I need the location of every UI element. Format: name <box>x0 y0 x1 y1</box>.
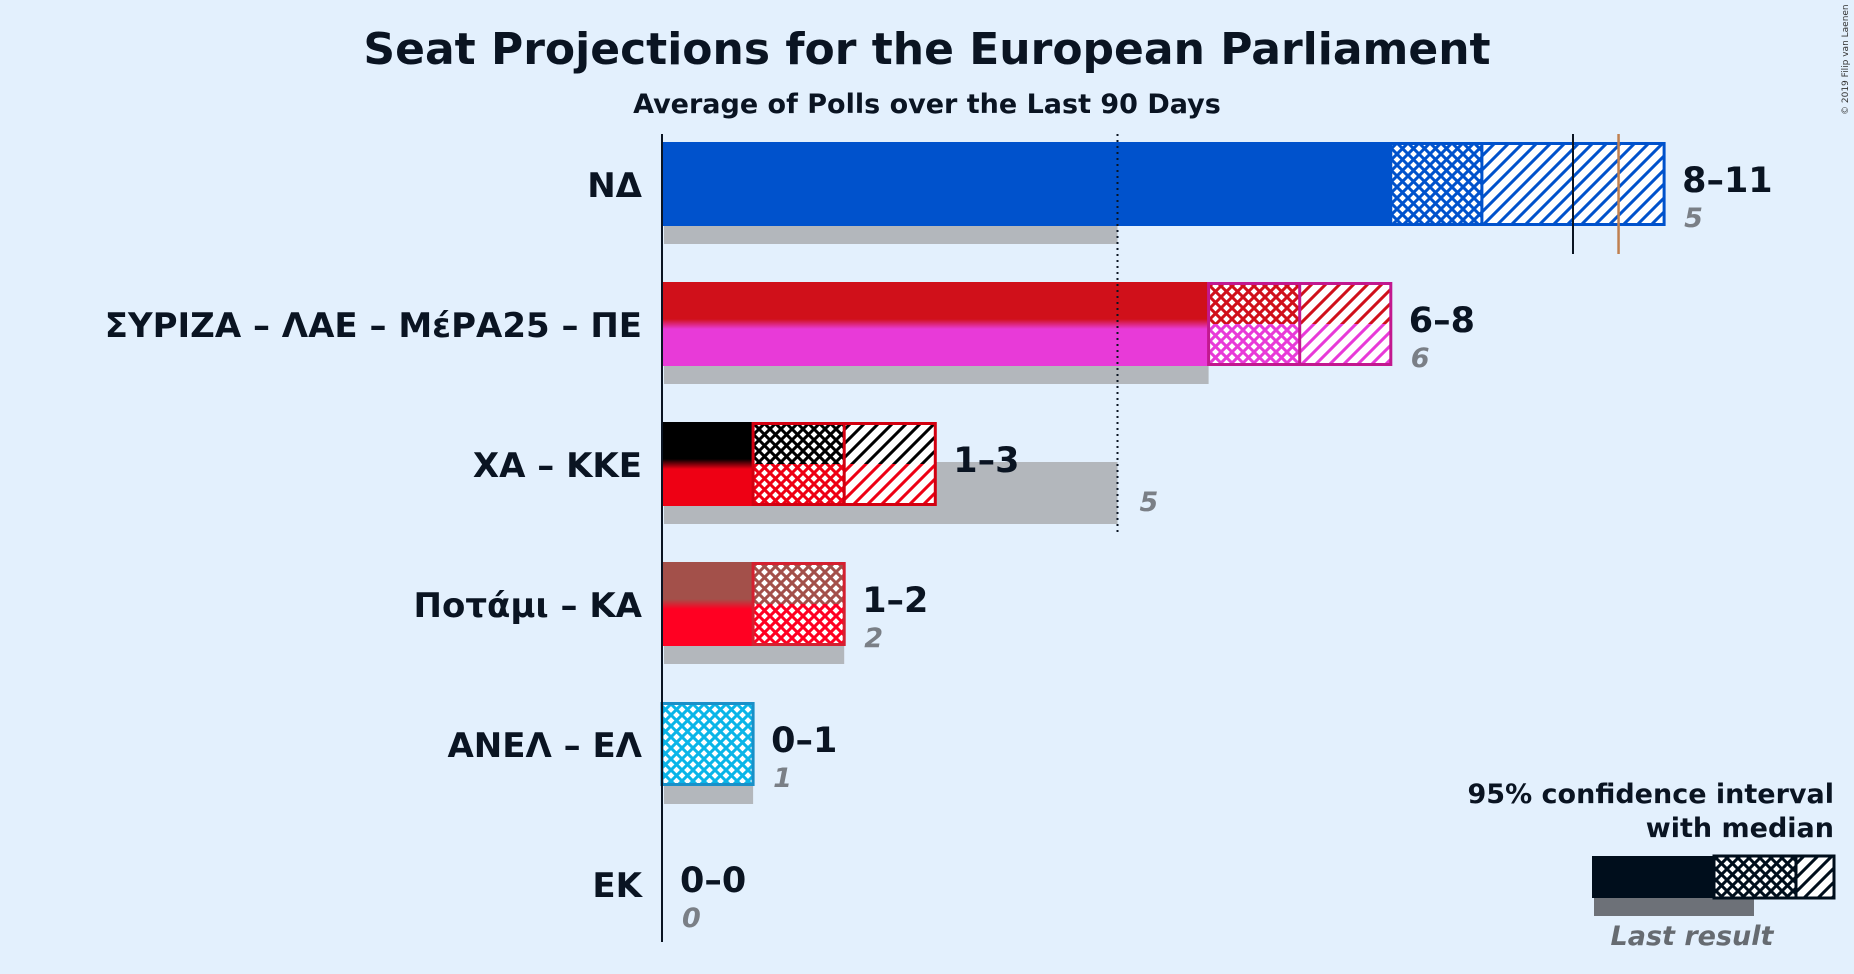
ci-crosshatch-segment <box>1208 282 1300 324</box>
last-result-label: 5 <box>1140 487 1159 518</box>
ci-outline <box>1389 142 1666 226</box>
range-label: 8–11 <box>1682 161 1773 201</box>
ci-solid-segment <box>662 422 754 506</box>
party-label: ΝΔ <box>587 166 642 206</box>
legend-last-result-label: Last result <box>1611 921 1775 952</box>
party-label: ΕΚ <box>592 866 643 906</box>
ci-crosshatch-segment-lower <box>753 604 845 646</box>
legend-solid-segment <box>1592 856 1714 898</box>
ci-crosshatch-segment <box>1390 142 1482 226</box>
ci-outline <box>751 562 846 646</box>
ci-diagonal-segment <box>844 422 936 464</box>
ci-crosshatch-segment <box>753 562 845 604</box>
legend-diagonal-segment <box>1794 854 1836 900</box>
party-label: ΣΥΡΙΖΑ – ΛΑΕ – ΜέΡΑ25 – ΠΕ <box>105 306 642 346</box>
last-result-label: 0 <box>682 903 701 934</box>
legend-line-1: 95% confidence interval <box>1468 779 1834 810</box>
legend-crosshatch-segment <box>1712 854 1798 900</box>
ci-diagonal-segment <box>1299 282 1391 324</box>
range-label: 0–0 <box>680 861 746 901</box>
ci-crosshatch-segment <box>662 702 754 786</box>
ci-crosshatch-segment-lower <box>753 464 845 506</box>
ci-crosshatch-segment <box>753 422 845 464</box>
range-label: 1–3 <box>953 441 1019 481</box>
last-result-label: 2 <box>864 623 883 654</box>
range-label: 0–1 <box>771 721 837 761</box>
legend: 95% confidence interval with median Last… <box>1468 779 1836 952</box>
ci-solid-segment <box>662 562 754 646</box>
ci-diagonal-segment-lower <box>1299 324 1391 366</box>
ci-crosshatch-segment-lower <box>1208 324 1300 366</box>
chart-subtitle: Average of Polls over the Last 90 Days <box>633 89 1221 120</box>
range-label: 1–2 <box>862 581 928 621</box>
last-result-label: 6 <box>1411 343 1430 374</box>
last-result-label: 1 <box>773 763 792 794</box>
chart-title: Seat Projections for the European Parlia… <box>363 24 1490 75</box>
copyright-text: © 2019 Filip van Laenen <box>1841 4 1851 115</box>
party-label: ΑΝΕΛ – ΕΛ <box>447 726 642 766</box>
range-label: 6–8 <box>1409 301 1475 341</box>
party-label: ΧΑ – ΚΚΕ <box>473 446 642 486</box>
ci-diagonal-segment-lower <box>844 464 936 506</box>
last-result-label: 5 <box>1684 203 1703 234</box>
legend-line-2: with median <box>1646 813 1834 844</box>
ci-solid-segment <box>662 142 1391 226</box>
party-label: Ποτάμι – ΚΑ <box>414 586 643 626</box>
ci-solid-segment <box>662 282 1209 366</box>
